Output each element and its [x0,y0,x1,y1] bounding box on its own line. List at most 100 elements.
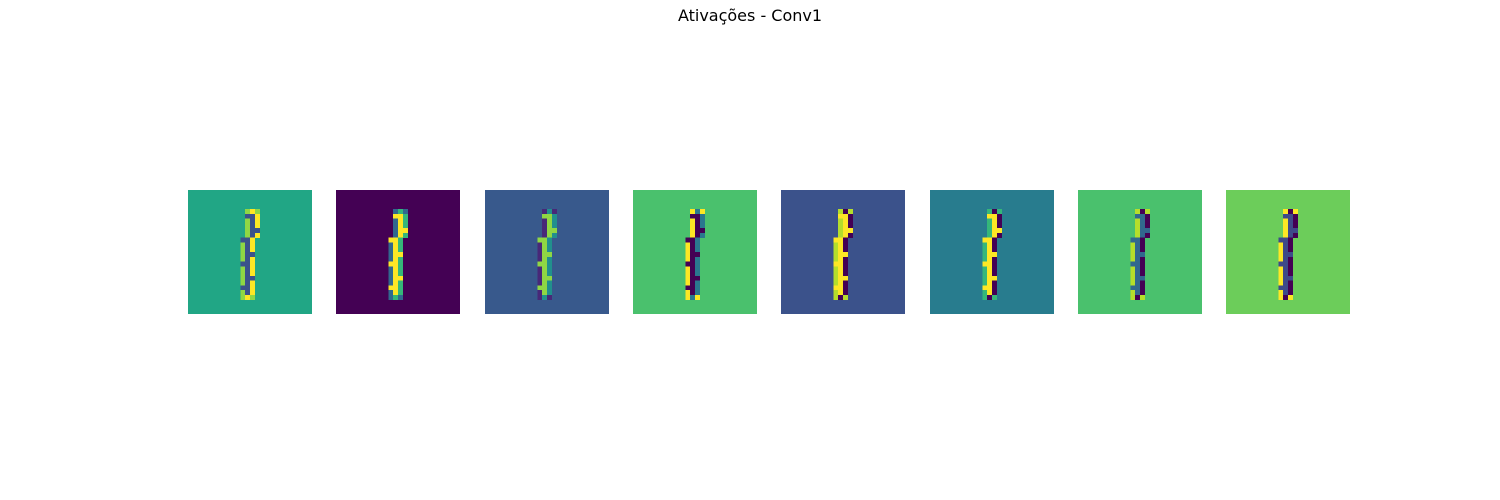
activation-cell [388,271,394,277]
activation-cell [245,275,251,281]
activation-cell [547,209,553,215]
activation-cell [1288,247,1294,253]
activation-cell [685,261,691,267]
activation-cell [245,223,251,229]
activation-cell [1283,280,1289,286]
activation-cell [690,242,696,248]
activation-cell [982,266,988,272]
activation-cell [547,228,553,234]
activation-cell [398,256,404,262]
activation-cell [838,247,844,253]
activation-cell [843,218,849,224]
activation-cell [388,247,394,253]
activation-cell [547,275,553,281]
activation-cell [250,280,256,286]
activation-cell [982,261,988,267]
activation-cell [240,271,246,277]
activation-cell [240,261,246,267]
activation-cell [992,294,998,300]
activation-cell [393,266,399,272]
activation-cell [402,223,408,229]
activation-cell [1283,218,1289,224]
activation-cell [547,261,553,267]
activation-cell [388,294,394,300]
activation-cell [547,223,553,229]
activation-cell [1283,213,1289,219]
activation-cell [1135,242,1141,248]
activation-cell [987,252,993,258]
activation-cell [992,242,998,248]
activation-cell [987,290,993,296]
activation-cell [1288,266,1294,272]
activation-cell [1135,271,1141,277]
activation-cell [250,285,256,291]
activation-cell [838,294,844,300]
activation-cell [996,228,1002,234]
activation-cell [992,271,998,277]
activation-cell [250,237,256,243]
chart-title: Ativações - Conv1 [677,6,823,25]
activation-cell [398,285,404,291]
activation-cell [1140,261,1146,267]
activation-panel-1 [188,190,312,314]
activation-cell [547,237,553,243]
activation-cell [393,294,399,300]
activation-cell [1288,256,1294,262]
activation-cell [843,237,849,243]
activation-cell [393,280,399,286]
activation-cell [982,271,988,277]
activation-cell [1135,213,1141,219]
activation-cell [1140,294,1146,300]
activation-cell [1135,285,1141,291]
activation-cell [250,209,256,215]
activation-cell [250,256,256,262]
activation-cell [551,209,557,215]
activation-cell [695,228,701,234]
activation-cell [1283,228,1289,234]
activation-cell [398,271,404,277]
activation-cell [987,232,993,238]
activation-cell [992,232,998,238]
activation-cell [838,290,844,296]
activation-cell [838,280,844,286]
activation-cell [1278,266,1284,272]
activation-cell [996,223,1002,229]
activation-cell [838,285,844,291]
activation-cell [843,280,849,286]
activation-panel-6 [930,190,1054,314]
activation-cell [992,261,998,267]
activation-panel-2 [336,190,460,314]
activation-cell [1140,285,1146,291]
activation-panel-8 [1226,190,1350,314]
activation-cell [245,261,251,267]
activation-cell [690,209,696,215]
activation-cell [695,285,701,291]
activation-cell [690,290,696,296]
activation-cell [537,285,543,291]
activation-cell [982,237,988,243]
activation-cell [398,290,404,296]
activation-cell [551,223,557,229]
activation-cell [1144,228,1150,234]
activation-cell [402,218,408,224]
activation-cell [537,252,543,258]
activation-cell [699,218,705,224]
activation-cell [992,290,998,296]
activation-cell [992,247,998,253]
activation-cell [402,209,408,215]
activation-cell [388,237,394,243]
activation-cell [992,252,998,258]
activation-cell [685,247,691,253]
activation-cell [690,247,696,253]
activation-cell [685,285,691,291]
activation-cell [982,275,988,281]
activation-cell [847,218,853,224]
activation-cell [393,271,399,277]
activation-cell [838,261,844,267]
activation-panel-4 [633,190,757,314]
activation-cell [843,290,849,296]
activation-cell [393,209,399,215]
activation-cell [245,285,251,291]
activation-cell [1288,237,1294,243]
activation-cell [388,290,394,296]
